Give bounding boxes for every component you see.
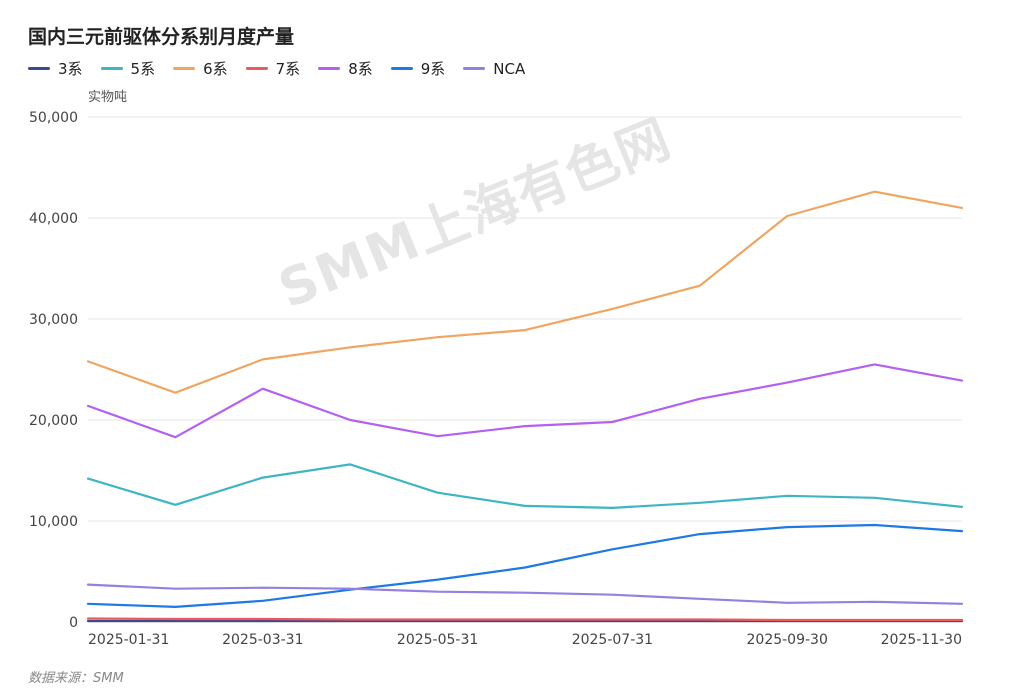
series-line (86, 583, 964, 605)
y-tick-label: 40,000 (29, 211, 78, 227)
line-chart: 0 10,000 20,000 30,000 40,000 50,000 2025-01-3… (29, 110, 964, 648)
legend-label: 9系 (420, 60, 446, 78)
legend-swatch (173, 67, 196, 70)
legend-swatch (463, 67, 486, 70)
legend-item[interactable]: 3系 (28, 58, 83, 79)
legend-item[interactable]: 7系 (245, 58, 301, 79)
legend-item[interactable]: 6系 (173, 58, 228, 79)
series-line (86, 463, 964, 509)
x-tick-label: 2025-07-31 (572, 632, 653, 648)
x-tick-label: 2025-03-31 (222, 632, 303, 648)
x-tick-label: 2025-05-31 (397, 632, 478, 648)
x-tick-label: 2025-11-30 (881, 632, 962, 648)
y-axis-unit-label: 实物吨 (88, 90, 128, 105)
legend-swatch (245, 67, 268, 70)
series-line (86, 363, 964, 439)
y-tick-label: 10,000 (29, 514, 78, 530)
legend-label: 6系 (203, 60, 228, 78)
legend-item[interactable]: 8系 (318, 58, 373, 79)
legend-swatch (100, 67, 123, 70)
chart-title: 国内三元前驱体分系别月度产量 (28, 26, 295, 48)
y-tick-label: 30,000 (29, 312, 78, 328)
data-source-note: 数据来源：SMM (28, 671, 124, 686)
y-tick-label: 50,000 (29, 110, 78, 126)
legend-swatch (318, 67, 341, 70)
legend: 3系 5系 6系 7系 8系 9系 NCA (28, 58, 543, 79)
y-tick-label: 20,000 (29, 413, 78, 429)
legend-swatch (390, 67, 413, 70)
legend-item[interactable]: 5系 (100, 58, 156, 79)
legend-label: 8系 (348, 60, 373, 78)
legend-swatch (28, 67, 50, 70)
legend-label: 7系 (275, 60, 301, 78)
legend-item[interactable]: 9系 (390, 58, 446, 79)
x-tick-label: 2025-01-31 (88, 632, 169, 648)
x-tick-label: 2025-09-30 (747, 632, 828, 648)
legend-label: NCA (493, 59, 526, 78)
series-line (86, 523, 964, 609)
legend-item[interactable]: NCA (463, 60, 525, 78)
y-tick-label: 0 (69, 615, 78, 631)
series-line (86, 617, 964, 622)
legend-label: 3系 (58, 60, 83, 78)
series-line (86, 190, 964, 394)
legend-label: 5系 (130, 60, 156, 78)
